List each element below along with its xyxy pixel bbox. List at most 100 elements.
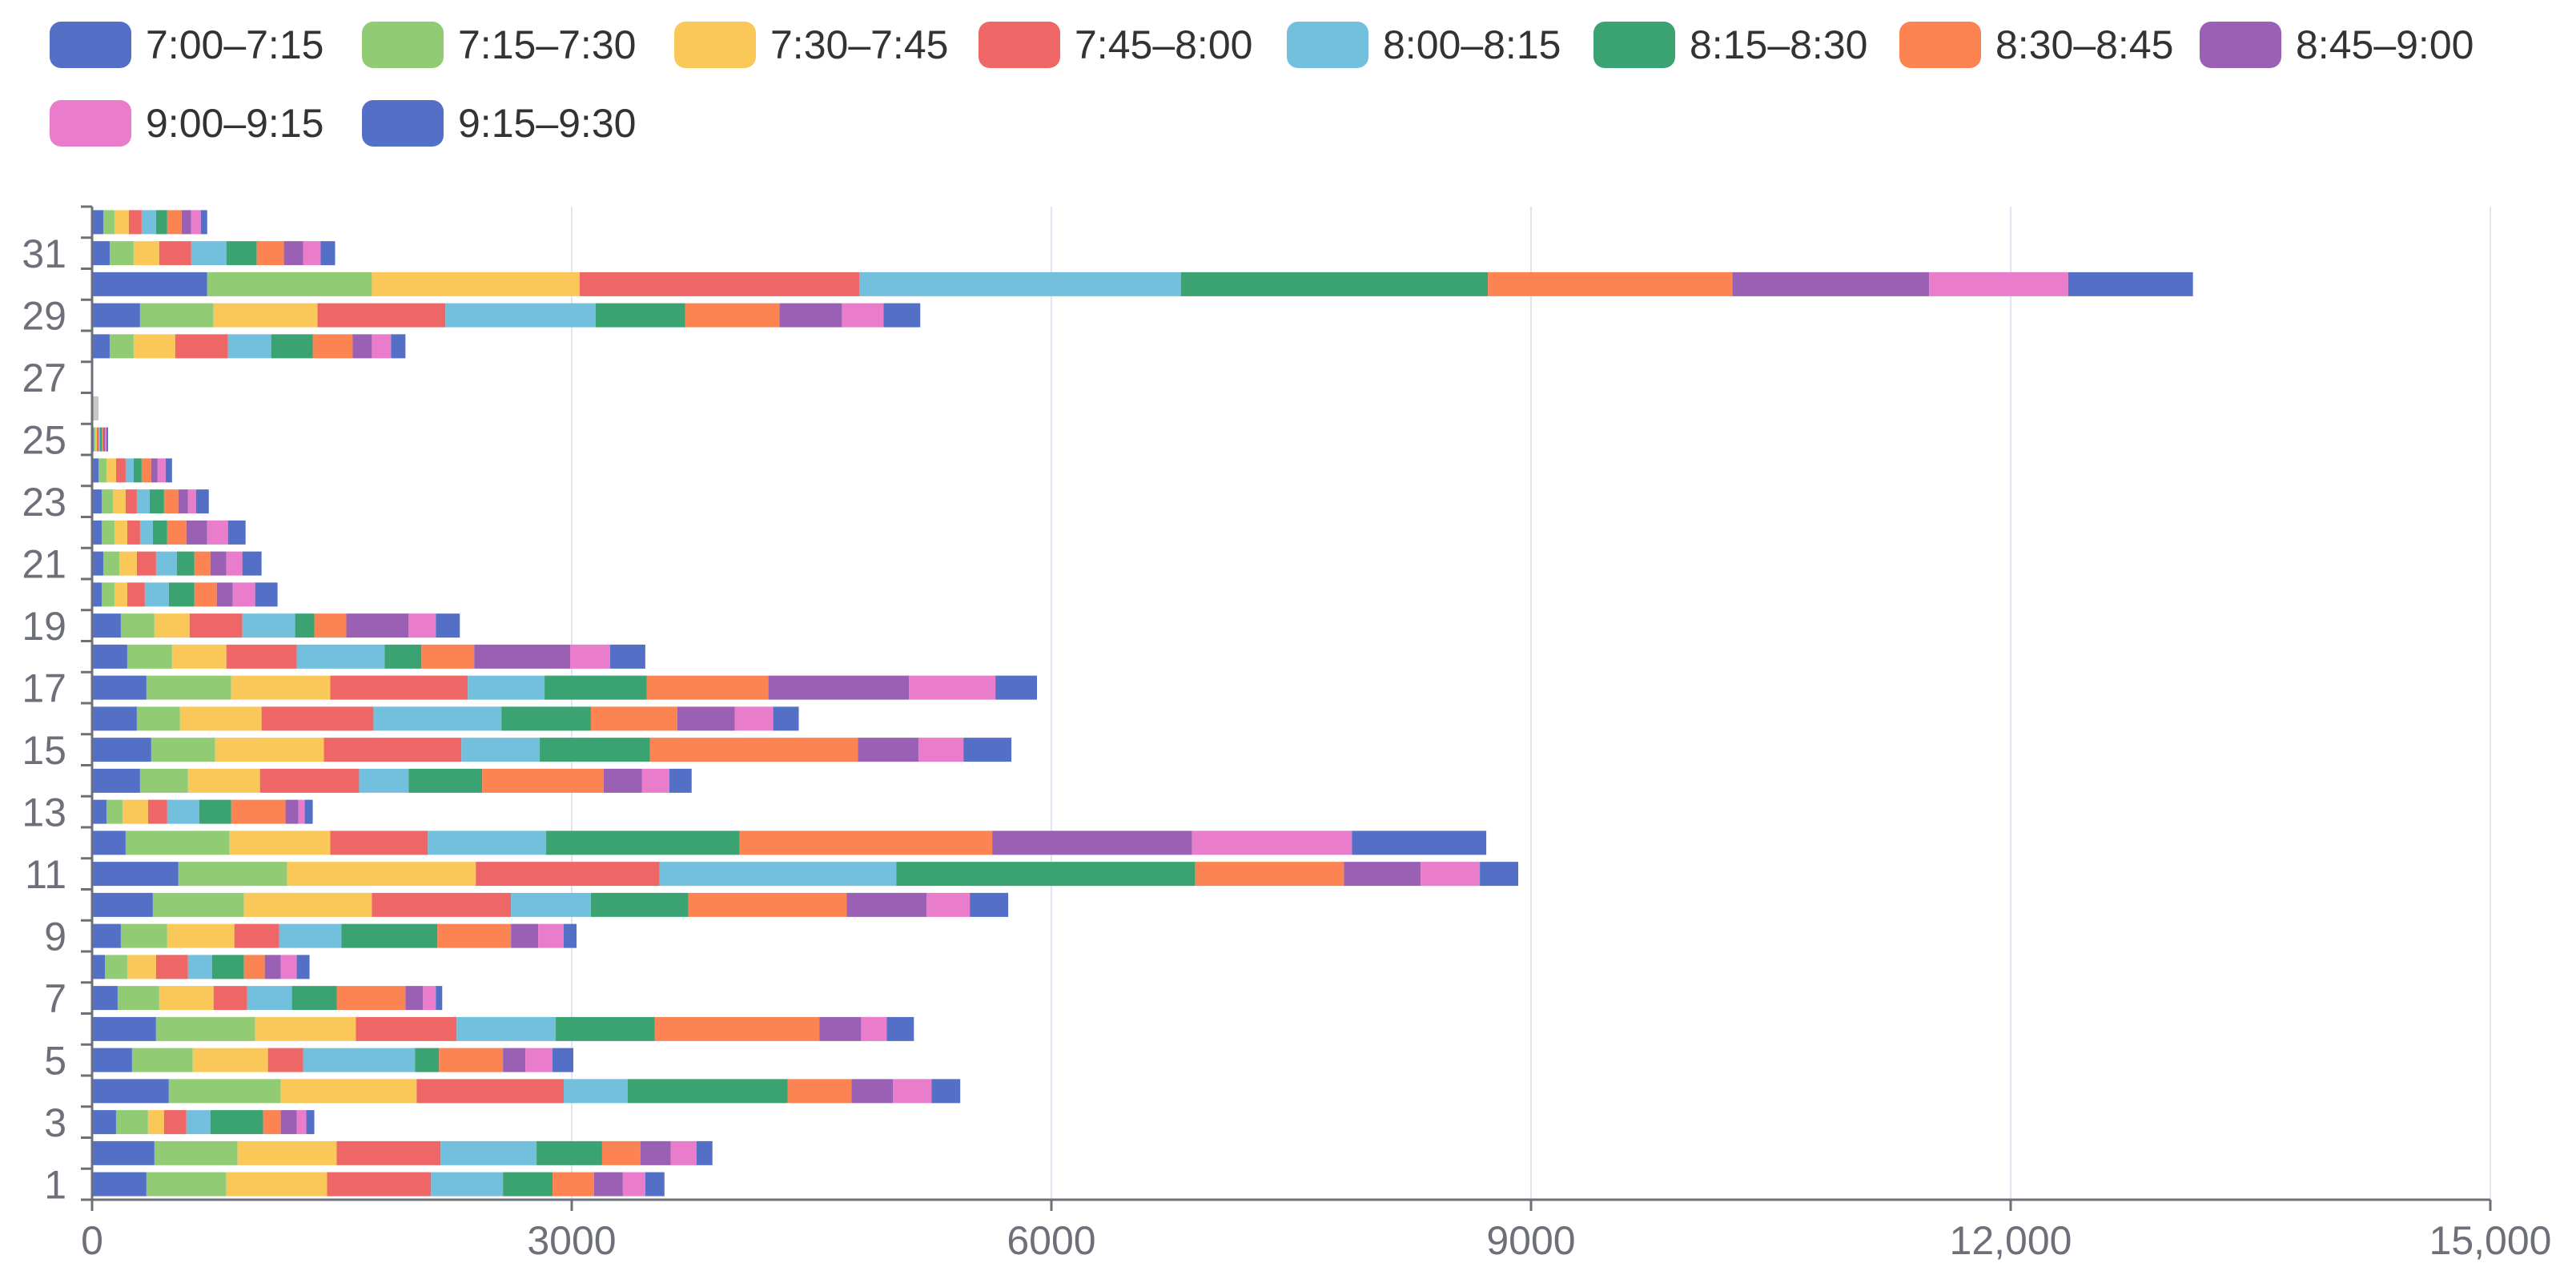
bar-segment[interactable]	[232, 582, 255, 607]
bar-segment[interactable]	[590, 892, 689, 917]
bar-segment[interactable]	[191, 241, 227, 266]
bar-segment[interactable]	[909, 675, 996, 700]
bar-segment[interactable]	[120, 613, 155, 638]
bar-segment[interactable]	[199, 799, 231, 824]
bar-segment[interactable]	[317, 303, 446, 328]
bar-segment[interactable]	[963, 738, 1012, 762]
bar-segment[interactable]	[106, 458, 116, 483]
bar-segment[interactable]	[431, 1172, 504, 1197]
bar-segment[interactable]	[216, 582, 233, 607]
bar-segment[interactable]	[271, 334, 313, 359]
bar-segment[interactable]	[167, 210, 182, 235]
bar-segment[interactable]	[101, 582, 115, 607]
bar-segment[interactable]	[359, 768, 409, 793]
bar-segment[interactable]	[893, 1079, 932, 1104]
bar-segment[interactable]	[94, 427, 97, 452]
bar-segment[interactable]	[215, 738, 324, 762]
bar-segment[interactable]	[131, 1048, 193, 1072]
bar-segment[interactable]	[279, 923, 342, 948]
legend-item[interactable]: 9:15–9:30	[362, 95, 636, 152]
bar-segment[interactable]	[125, 458, 134, 483]
bar-segment[interactable]	[352, 334, 372, 359]
bar-segment[interactable]	[92, 1016, 156, 1041]
bar-segment[interactable]	[259, 768, 360, 793]
bar-segment[interactable]	[92, 768, 140, 793]
bar-segment[interactable]	[175, 334, 228, 359]
bar-segment[interactable]	[564, 923, 577, 948]
bar-segment[interactable]	[191, 210, 201, 235]
bar-segment[interactable]	[159, 241, 191, 266]
bar-segment[interactable]	[120, 923, 167, 948]
bar-segment[interactable]	[115, 458, 126, 483]
bar-segment[interactable]	[227, 520, 246, 545]
bar-segment[interactable]	[641, 768, 669, 793]
bar-segment[interactable]	[1352, 831, 1487, 855]
bar-segment[interactable]	[168, 1079, 281, 1104]
bar-segment[interactable]	[163, 1110, 187, 1135]
bar-segment[interactable]	[127, 644, 172, 669]
bar-segment[interactable]	[546, 831, 740, 855]
bar-segment[interactable]	[93, 427, 95, 452]
bar-segment[interactable]	[247, 986, 292, 1011]
bar-segment[interactable]	[536, 1140, 602, 1165]
bar-segment[interactable]	[92, 520, 102, 545]
bar-segment[interactable]	[114, 520, 127, 545]
bar-segment[interactable]	[195, 489, 209, 514]
bar-segment[interactable]	[167, 923, 235, 948]
bar-segment[interactable]	[92, 582, 102, 607]
bar-segment[interactable]	[213, 986, 247, 1011]
bar-segment[interactable]	[92, 831, 126, 855]
bar-segment[interactable]	[296, 644, 385, 669]
legend-item[interactable]: 7:30–7:45	[674, 16, 948, 74]
bar-segment[interactable]	[603, 768, 642, 793]
bar-segment[interactable]	[207, 520, 228, 545]
bar-segment[interactable]	[1344, 862, 1421, 887]
bar-segment[interactable]	[688, 892, 847, 917]
bar-segment[interactable]	[92, 955, 105, 979]
bar-segment[interactable]	[146, 675, 231, 700]
bar-segment[interactable]	[627, 1079, 788, 1104]
bar-segment[interactable]	[151, 458, 158, 483]
bar-segment[interactable]	[372, 271, 580, 296]
bar-segment[interactable]	[330, 675, 468, 700]
bar-segment[interactable]	[669, 768, 692, 793]
bar-segment[interactable]	[112, 489, 126, 514]
bar-segment[interactable]	[92, 1140, 155, 1165]
bar-segment[interactable]	[237, 1140, 337, 1165]
bar-segment[interactable]	[186, 520, 207, 545]
bar-segment[interactable]	[155, 210, 167, 235]
bar-segment[interactable]	[210, 551, 227, 576]
bar-segment[interactable]	[104, 427, 106, 452]
bar-segment[interactable]	[291, 986, 337, 1011]
bar-segment[interactable]	[226, 644, 297, 669]
bar-segment[interactable]	[437, 923, 512, 948]
bar-segment[interactable]	[122, 799, 148, 824]
bar-segment[interactable]	[503, 1048, 526, 1072]
bar-segment[interactable]	[114, 210, 129, 235]
bar-segment[interactable]	[570, 644, 610, 669]
bar-segment[interactable]	[102, 427, 105, 452]
bar-segment[interactable]	[92, 303, 140, 328]
bar-segment[interactable]	[579, 271, 860, 296]
bar-segment[interactable]	[538, 923, 565, 948]
bar-segment[interactable]	[133, 458, 142, 483]
bar-segment[interactable]	[125, 831, 230, 855]
bar-segment[interactable]	[101, 520, 115, 545]
bar-segment[interactable]	[155, 955, 188, 979]
bar-segment[interactable]	[98, 458, 106, 483]
bar-segment[interactable]	[127, 955, 156, 979]
bar-segment[interactable]	[189, 613, 243, 638]
bar-segment[interactable]	[296, 1110, 307, 1135]
bar-segment[interactable]	[243, 955, 265, 979]
bar-segment[interactable]	[819, 1016, 862, 1041]
bar-segment[interactable]	[176, 551, 195, 576]
bar-segment[interactable]	[136, 706, 180, 731]
bar-segment[interactable]	[227, 334, 271, 359]
bar-segment[interactable]	[503, 1172, 553, 1197]
bar-segment[interactable]	[346, 613, 409, 638]
bar-segment[interactable]	[306, 1110, 315, 1135]
bar-segment[interactable]	[312, 334, 353, 359]
bar-segment[interactable]	[287, 862, 476, 887]
bar-segment[interactable]	[101, 427, 103, 452]
bar-segment[interactable]	[242, 613, 295, 638]
